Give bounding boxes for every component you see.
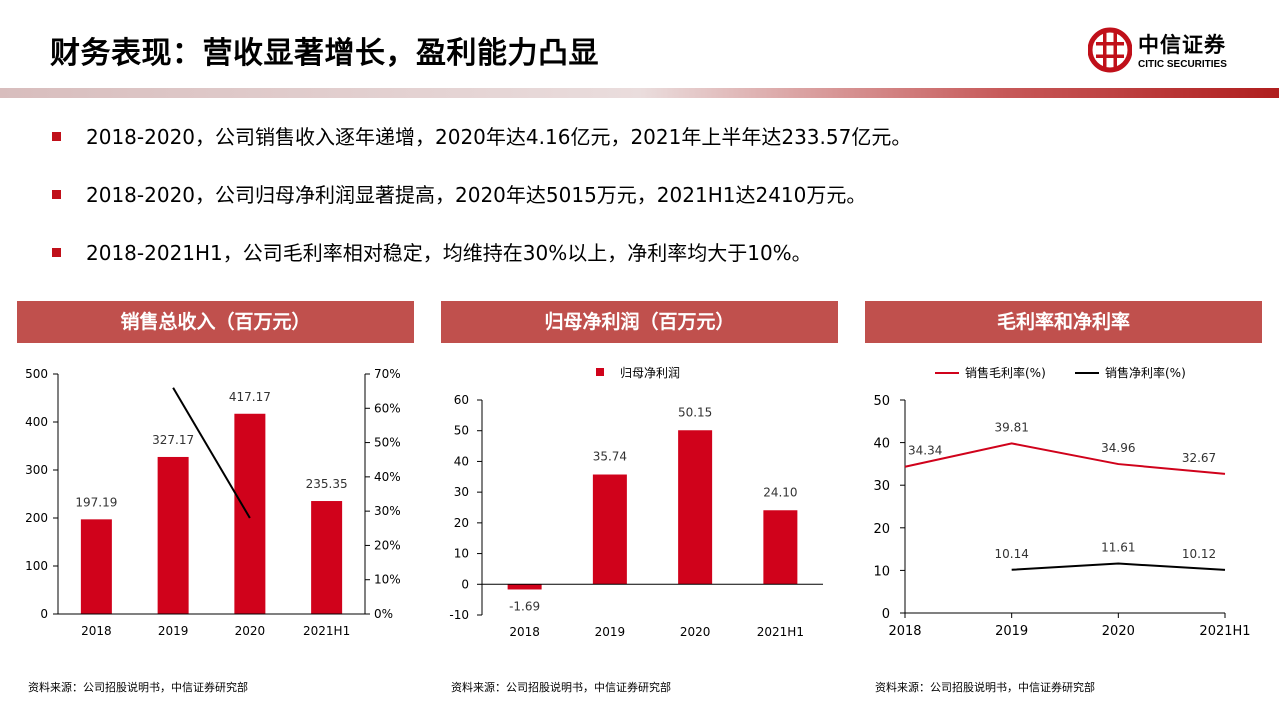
logo-chinese-name: 中信证券 [1138, 33, 1226, 57]
x-tick-label: 2019 [995, 624, 1028, 639]
margin-chart: 销售毛利率(%) 销售净利率(%) 0 10 20 30 40 50 2018 2019 2020 2… [873, 365, 1250, 639]
y-tick-label: 60 [454, 393, 469, 407]
y-tick-label: 10 [873, 564, 890, 579]
y-tick-label: 0 [40, 607, 48, 621]
y2-tick-label: 0% [374, 607, 393, 621]
y-tick-label: 30 [873, 479, 890, 494]
data-label: 39.81 [994, 420, 1028, 434]
net-profit-chart: 归母净利润 -10 0 10 20 30 40 50 60 -1.69 2018 35.74 2019 5… [449, 366, 823, 639]
x-tick-label: 2019 [158, 624, 189, 638]
legend-label: 销售净利率(%) [1105, 365, 1186, 380]
margin-source-note: 资料来源：公司招股说明书，中信证券研究部 [875, 681, 1095, 694]
x-tick-label: 2020 [1102, 624, 1135, 639]
x-tick-label: 2018 [509, 625, 540, 639]
x-tick-label: 2019 [595, 625, 626, 639]
x-tick-label: 2021H1 [757, 625, 804, 639]
y-tick-label: 30 [454, 485, 469, 499]
data-label: 10.12 [1182, 547, 1216, 561]
y-tick-label: -10 [449, 608, 469, 622]
y2-tick-label: 50% [374, 436, 401, 450]
profit-source-note: 资料来源：公司招股说明书，中信证券研究部 [451, 681, 671, 694]
x-tick-label: 2020 [235, 624, 266, 638]
y-tick-label: 50 [454, 424, 469, 438]
bullet-text: 2018-2020，公司销售收入逐年递增，2020年达4.16亿元，2021年上… [86, 125, 912, 149]
bullet-text: 2018-2021H1，公司毛利率相对稳定，均维持在30%以上，净利率均大于10… [86, 241, 812, 265]
y2-tick-label: 30% [374, 504, 401, 518]
y-tick-label: 40 [454, 454, 469, 468]
bullet-square-icon [52, 132, 61, 141]
y2-tick-label: 20% [374, 538, 401, 552]
net-profit-bar [763, 510, 798, 585]
data-label: 11.61 [1101, 541, 1135, 555]
legend-label: 销售毛利率(%) [965, 365, 1046, 380]
net-profit-bar [507, 584, 542, 590]
legend-swatch [596, 368, 604, 376]
logo-english-name: CITIC SECURITIES [1138, 59, 1227, 70]
revenue-chart: 0 100 200 300 400 500 0% 10% 20% 30% 40% 50% 60% 70% 1… [25, 367, 401, 638]
margin-panel-title: 毛利率和净利率 [865, 301, 1262, 343]
y2-tick-label: 40% [374, 470, 401, 484]
profit-panel-title: 归母净利润（百万元） [441, 301, 838, 343]
x-tick-label: 2020 [680, 625, 711, 639]
net-margin-line [1011, 562, 1226, 571]
bullet-text: 2018-2020，公司归母净利润显著提高，2020年达5015万元，2021H… [86, 183, 867, 207]
header-divider [0, 88, 1279, 98]
revenue-bar [80, 519, 112, 614]
company-logo: 中信证券 CITIC SECURITIES [1087, 27, 1248, 77]
data-label: 50.15 [678, 405, 712, 419]
y-tick-label: 100 [25, 559, 48, 573]
data-label: 32.67 [1182, 451, 1216, 465]
bullet-square-icon [52, 190, 61, 199]
y-tick-label: 0 [461, 577, 469, 591]
revenue-bar [311, 501, 343, 614]
net-profit-bar [678, 430, 713, 585]
data-label: -1.69 [509, 599, 540, 613]
data-label: 235.35 [306, 477, 348, 491]
y-tick-label: 300 [25, 463, 48, 477]
data-label: 197.19 [75, 495, 117, 509]
revenue-source-note: 资料来源：公司招股说明书，中信证券研究部 [28, 681, 248, 694]
revenue-panel-title: 销售总收入（百万元） [17, 301, 414, 343]
y-tick-label: 0 [882, 607, 890, 622]
y-tick-label: 40 [873, 437, 890, 452]
x-tick-label: 2018 [81, 624, 112, 638]
data-label: 10.14 [994, 547, 1028, 561]
x-tick-label: 2018 [888, 624, 921, 639]
data-label: 34.34 [908, 444, 942, 458]
y-tick-label: 200 [25, 511, 48, 525]
data-label: 35.74 [593, 450, 627, 464]
revenue-bar [234, 413, 266, 614]
secondary-series-line [172, 387, 251, 519]
data-label: 24.10 [763, 485, 797, 499]
page-title: 财务表现：营收显著增长，盈利能力凸显 [50, 36, 599, 71]
data-label: 34.96 [1101, 441, 1135, 455]
x-tick-label: 2021H1 [303, 624, 350, 638]
y-tick-label: 20 [454, 516, 469, 530]
y-tick-label: 50 [873, 394, 890, 409]
y-tick-label: 20 [873, 522, 890, 537]
data-label: 327.17 [152, 433, 194, 447]
legend-label: 归母净利润 [620, 366, 680, 380]
y2-tick-label: 10% [374, 573, 401, 587]
revenue-bar [157, 456, 189, 614]
citic-emblem-icon [1087, 27, 1133, 73]
bullet-square-icon [52, 248, 61, 257]
y2-tick-label: 70% [374, 367, 401, 381]
y-tick-label: 10 [454, 547, 469, 561]
y-tick-label: 500 [25, 367, 48, 381]
net-profit-bar [592, 474, 627, 585]
x-tick-label: 2021H1 [1199, 624, 1250, 639]
y2-tick-label: 60% [374, 401, 401, 415]
gross-margin-line [904, 442, 1226, 475]
y-tick-label: 400 [25, 415, 48, 429]
data-label: 417.17 [229, 390, 271, 404]
